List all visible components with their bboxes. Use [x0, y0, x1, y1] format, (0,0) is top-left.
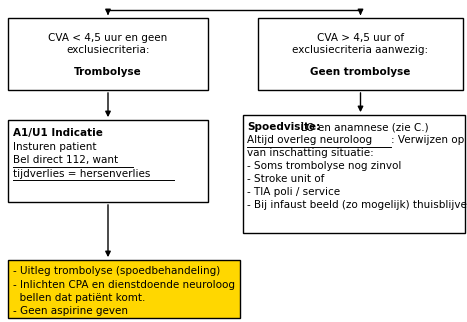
Text: bellen dat patiënt komt.: bellen dat patiënt komt. — [13, 293, 145, 303]
Text: Geen trombolyse: Geen trombolyse — [310, 67, 410, 77]
Text: - TIA poli / service: - TIA poli / service — [247, 187, 340, 197]
Text: CVA < 4,5 uur en geen
exclusiecriteria:: CVA < 4,5 uur en geen exclusiecriteria: — [49, 33, 168, 55]
Bar — [243, 115, 465, 233]
Bar — [8, 260, 240, 318]
Bar — [8, 120, 208, 202]
Text: - Stroke unit of: - Stroke unit of — [247, 174, 325, 184]
Text: Trombolyse: Trombolyse — [74, 67, 142, 77]
Text: Altijd overleg neuroloog: Altijd overleg neuroloog — [247, 135, 372, 145]
Text: CVA > 4,5 uur of
exclusiecriteria aanwezig:: CVA > 4,5 uur of exclusiecriteria aanwez… — [292, 33, 429, 55]
Text: Spoedvisite:: Spoedvisite: — [247, 122, 320, 132]
Text: - Geen aspirine geven: - Geen aspirine geven — [13, 307, 128, 317]
Bar — [258, 18, 463, 90]
Text: - Bij infaust beeld (zo mogelijk) thuisblijven.: - Bij infaust beeld (zo mogelijk) thuisb… — [247, 200, 467, 210]
Text: - Uitleg trombolyse (spoedbehandeling): - Uitleg trombolyse (spoedbehandeling) — [13, 266, 220, 276]
Text: : Verwijzen op basis: : Verwijzen op basis — [390, 135, 467, 145]
Text: - Soms trombolyse nog zinvol: - Soms trombolyse nog zinvol — [247, 161, 401, 171]
Text: A1/U1 Indicatie: A1/U1 Indicatie — [13, 128, 103, 138]
Text: Insturen patient: Insturen patient — [13, 141, 97, 151]
Text: LO en anamnese (zie C.): LO en anamnese (zie C.) — [301, 122, 429, 132]
Text: Bel direct 112, want: Bel direct 112, want — [13, 155, 118, 165]
Text: van inschatting situatie:: van inschatting situatie: — [247, 148, 374, 158]
Text: tijdverlies = hersenverlies: tijdverlies = hersenverlies — [13, 168, 150, 178]
Text: - Inlichten CPA en dienstdoende neuroloog: - Inlichten CPA en dienstdoende neuroloo… — [13, 279, 235, 289]
Bar — [8, 18, 208, 90]
